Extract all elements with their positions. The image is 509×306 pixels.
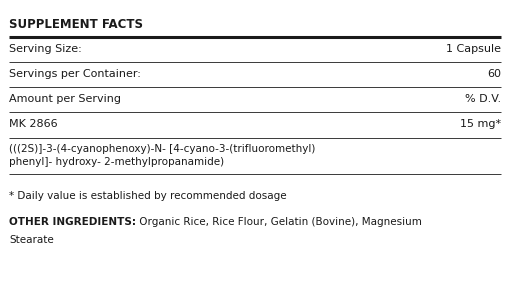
Text: * Daily value is established by recommended dosage: * Daily value is established by recommen… — [9, 191, 286, 201]
Text: Servings per Container:: Servings per Container: — [9, 69, 141, 79]
Text: (((2S)]-3-(4-cyanophenoxy)-N- [4-cyano-3-(trifluoromethyl): (((2S)]-3-(4-cyanophenoxy)-N- [4-cyano-3… — [9, 144, 315, 154]
Text: MK 2866: MK 2866 — [9, 119, 58, 129]
Text: Serving Size:: Serving Size: — [9, 44, 82, 54]
Text: Amount per Serving: Amount per Serving — [9, 94, 121, 104]
Text: OTHER INGREDIENTS:: OTHER INGREDIENTS: — [9, 217, 136, 227]
Text: 1 Capsule: 1 Capsule — [445, 44, 500, 54]
Text: Stearate: Stearate — [9, 235, 54, 245]
Text: SUPPLEMENT FACTS: SUPPLEMENT FACTS — [9, 18, 143, 31]
Text: phenyl]- hydroxy- 2-methylpropanamide): phenyl]- hydroxy- 2-methylpropanamide) — [9, 157, 224, 166]
Text: 60: 60 — [486, 69, 500, 79]
Text: % D.V.: % D.V. — [464, 94, 500, 104]
Text: Organic Rice, Rice Flour, Gelatin (Bovine), Magnesium: Organic Rice, Rice Flour, Gelatin (Bovin… — [136, 217, 421, 227]
Text: 15 mg*: 15 mg* — [459, 119, 500, 129]
